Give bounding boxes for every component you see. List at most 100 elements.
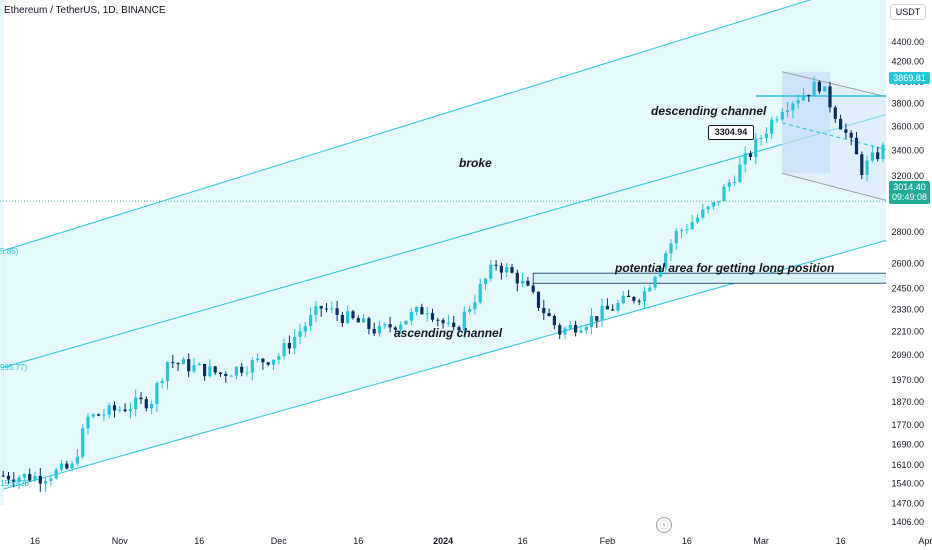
candle-up: [377, 325, 382, 334]
candle-up: [764, 133, 768, 138]
candle-up: [521, 280, 525, 284]
descending-channel-bottom-line: [782, 172, 932, 213]
time-axis-tick: Nov: [112, 536, 129, 546]
candle-up: [823, 86, 827, 92]
ascending-channel-lower-fill: [3, 101, 932, 490]
candle-up: [22, 474, 26, 478]
candle-up: [383, 324, 387, 326]
candle-up: [81, 428, 85, 457]
candle-down: [393, 327, 397, 330]
candle-up: [404, 320, 408, 325]
candle-up: [399, 324, 403, 330]
price-axis-tick: 1470.00: [891, 498, 924, 508]
candle-up: [589, 316, 594, 327]
last-price-tag: 3014.40 09:49:08: [889, 181, 930, 204]
candle-down: [457, 327, 461, 331]
price-axis-tick: 2330.00: [891, 304, 924, 314]
candle-up: [245, 372, 249, 374]
candle-up: [160, 381, 164, 384]
time-axis-tick: Mar: [753, 536, 769, 546]
candle-up: [91, 414, 95, 417]
descending-channel-top-line: [782, 71, 932, 109]
candle-up: [309, 314, 313, 327]
ascending-channel-label: ascending channel: [394, 326, 503, 340]
last-price-value: 3014.40: [893, 182, 926, 192]
currency-badge[interactable]: USDT: [890, 4, 926, 20]
candle-down: [595, 316, 599, 321]
time-axis-tick: 16: [682, 536, 692, 546]
time-axis-tick: Feb: [600, 536, 616, 546]
candle-down: [526, 280, 530, 286]
price-axis-tick: 4400.00: [891, 37, 924, 47]
candle-up: [669, 243, 673, 254]
candle-down: [187, 359, 191, 372]
candle-up: [473, 302, 477, 310]
ascending-channel-upper-line: [3, 0, 812, 252]
candle-down: [203, 363, 207, 377]
candle-up: [722, 186, 726, 202]
candle-up: [483, 278, 488, 285]
candle-down: [123, 409, 127, 412]
price-axis-tick: 3600.00: [891, 121, 924, 131]
price-axis-tick: 1406.00: [891, 517, 924, 527]
price-axis-tick: 2800.00: [891, 227, 924, 237]
candle-up: [812, 81, 816, 96]
candle-down: [854, 137, 859, 155]
candle-up: [791, 103, 795, 111]
time-axis-tick: 16: [836, 536, 846, 546]
candle-down: [510, 267, 514, 273]
candle-up: [165, 362, 170, 382]
candle-down: [1, 475, 5, 477]
tradingview-logo-icon: ⓢ: [656, 517, 672, 533]
candle-up: [770, 119, 774, 134]
candle-up: [680, 230, 684, 232]
candle-up: [759, 137, 763, 139]
candle-up: [616, 303, 620, 311]
candle-up: [134, 397, 138, 410]
candle-up: [155, 383, 159, 404]
candle-up: [86, 416, 90, 429]
candle-up: [181, 359, 185, 365]
resistance-callout: 3304.94: [708, 125, 754, 140]
candle-down: [605, 305, 609, 310]
price-axis-tick: 1610.00: [891, 460, 924, 470]
candle-down: [547, 313, 551, 317]
candle-up: [568, 324, 572, 329]
candle-up: [695, 217, 700, 223]
time-axis-tick: 16: [518, 536, 528, 546]
candle-up: [70, 463, 74, 469]
candle-up: [733, 182, 737, 184]
price-axis-tick: 3800.00: [891, 99, 924, 109]
candle-down: [494, 264, 498, 266]
candle-up: [706, 206, 710, 210]
price-axis-tick: 2210.00: [891, 327, 924, 337]
candle-down: [38, 475, 42, 484]
candle-up: [17, 477, 21, 483]
candle-up: [870, 152, 874, 161]
candle-down: [849, 132, 853, 138]
candle-up: [409, 311, 413, 321]
candle-up: [478, 284, 482, 303]
candle-down: [452, 322, 456, 328]
candle-down: [574, 324, 578, 333]
candle-down: [536, 291, 541, 308]
time-axis-tick: Apr: [918, 536, 932, 546]
candle-up: [107, 405, 111, 415]
candle-down: [12, 479, 16, 483]
price-axis-tick: 1690.00: [891, 440, 924, 450]
price-axis-background: [886, 0, 932, 550]
candle-up: [505, 267, 509, 273]
candle-up: [600, 305, 604, 321]
potential-area-label: potential area for getting long position: [615, 261, 835, 275]
candle-up: [754, 138, 758, 157]
candle-down: [807, 94, 811, 96]
candle-up: [102, 414, 106, 416]
price-axis-tick: 3200.00: [891, 171, 924, 181]
candle-up: [192, 365, 196, 372]
candle-up: [690, 222, 694, 230]
candle-down: [240, 366, 244, 373]
candle-up: [738, 164, 742, 183]
level-price-tag: 3869.81: [889, 72, 930, 84]
